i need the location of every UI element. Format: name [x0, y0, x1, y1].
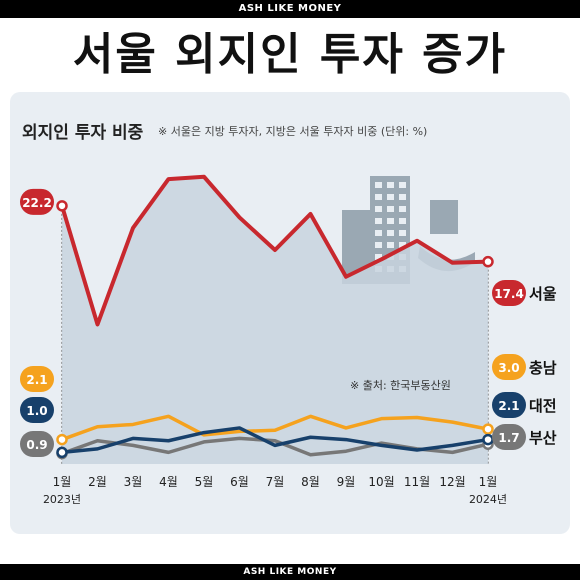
start-badge-대전	[20, 397, 54, 423]
start-label-부산: 0.9	[26, 438, 47, 452]
x-tick-label: 9월	[337, 475, 356, 489]
end-label-부산: 1.7	[498, 431, 519, 445]
point-서울-12	[482, 255, 494, 268]
x-tick-label: 7월	[266, 475, 285, 489]
start-badge-부산	[20, 431, 54, 457]
building-window	[387, 218, 394, 224]
building-window	[387, 194, 394, 200]
start-badge-충남	[20, 366, 54, 392]
building-window	[387, 242, 394, 248]
building-window	[399, 218, 406, 224]
building-window	[399, 194, 406, 200]
end-label-서울: 17.4	[494, 287, 524, 301]
x-tick-label: 1월	[479, 475, 498, 489]
x-tick-label: 6월	[230, 475, 249, 489]
end-label-대전: 2.1	[498, 399, 519, 413]
end-badge-대전	[492, 392, 526, 418]
house-block	[430, 200, 458, 234]
building-window	[375, 206, 382, 212]
building-window	[375, 230, 382, 236]
source-note: ※ 출처: 한국부동산원	[350, 379, 451, 392]
building-window	[399, 206, 406, 212]
point-대전-12	[482, 433, 494, 446]
x-tick-label: 12월	[439, 475, 465, 489]
point-충남-12	[482, 423, 494, 435]
point-충남-0	[56, 433, 68, 446]
building-window	[387, 206, 394, 212]
brand-bar-bottom: ASH LIKE MONEY	[0, 564, 580, 580]
series-line-서울	[60, 174, 489, 327]
x-tick-label: 3월	[124, 475, 143, 489]
x-tick-label: 2월	[88, 475, 107, 489]
chart-title: 외지인 투자 비중	[22, 123, 144, 143]
start-badge-서울	[20, 188, 54, 215]
end-badge-부산	[492, 424, 526, 450]
series-name-충남: 충남	[529, 359, 557, 377]
chart-subtitle: ※ 서울은 지방 투자자, 지방은 서울 투자자 비중 (단위: %)	[158, 125, 428, 138]
point-서울-0	[56, 200, 68, 212]
building-window	[375, 218, 382, 224]
end-badge-서울	[492, 280, 526, 306]
building-window	[375, 194, 382, 200]
x-tick-label: 10월	[368, 475, 394, 489]
page-headline: 서울 외지인 투자 증가	[72, 29, 508, 80]
building-window	[399, 182, 406, 188]
x-tick-label: 11월	[404, 475, 430, 489]
x-year-label: 2023년	[43, 493, 81, 506]
series-line-충남	[61, 414, 489, 442]
series-line-대전	[61, 426, 489, 455]
point-대전-0	[56, 446, 68, 459]
x-tick-label: 8월	[301, 475, 320, 489]
building-window	[375, 254, 382, 260]
x-tick-label: 4월	[159, 475, 178, 489]
x-tick-label: 5월	[195, 475, 214, 489]
building-window	[387, 182, 394, 188]
building-window	[387, 230, 394, 236]
series-name-대전: 대전	[529, 397, 557, 415]
series-name-서울: 서울	[529, 285, 557, 303]
start-label-서울: 22.2	[22, 196, 52, 210]
building-window	[399, 242, 406, 248]
x-tick-label: 1월	[53, 475, 72, 489]
end-label-충남: 3.0	[498, 361, 519, 375]
building-window	[399, 230, 406, 236]
building-window	[375, 182, 382, 188]
start-label-대전: 1.0	[26, 404, 47, 418]
seoul-area	[62, 176, 488, 464]
series-name-부산: 부산	[529, 429, 557, 447]
building-window	[375, 242, 382, 248]
end-badge-충남	[492, 354, 526, 380]
x-year-label: 2024년	[469, 493, 507, 506]
brand-bar-top: ASH LIKE MONEY	[0, 0, 580, 18]
start-label-충남: 2.1	[26, 373, 47, 387]
